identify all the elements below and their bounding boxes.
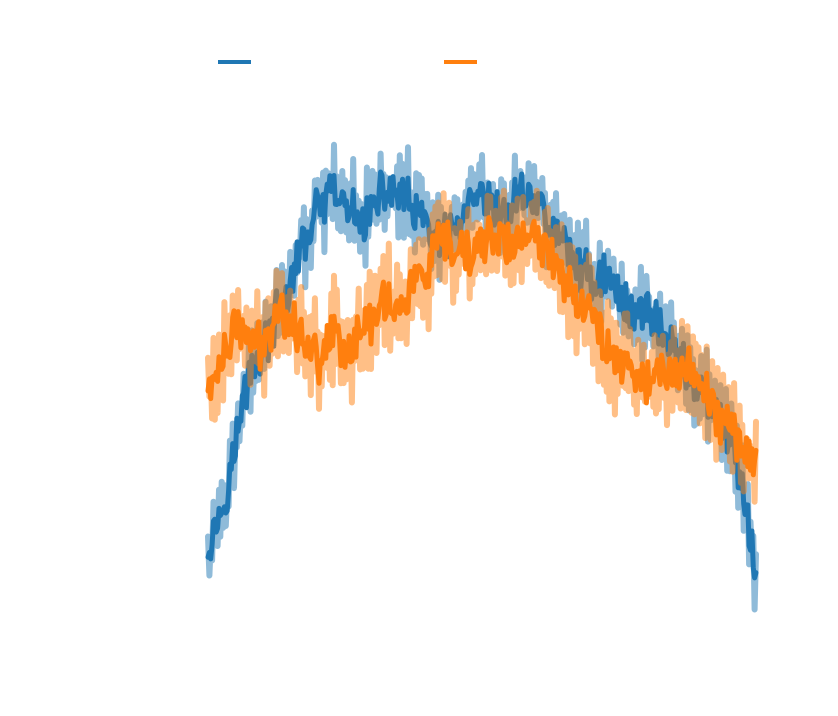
series-2-line	[205, 215, 759, 478]
plot-area	[205, 141, 759, 613]
